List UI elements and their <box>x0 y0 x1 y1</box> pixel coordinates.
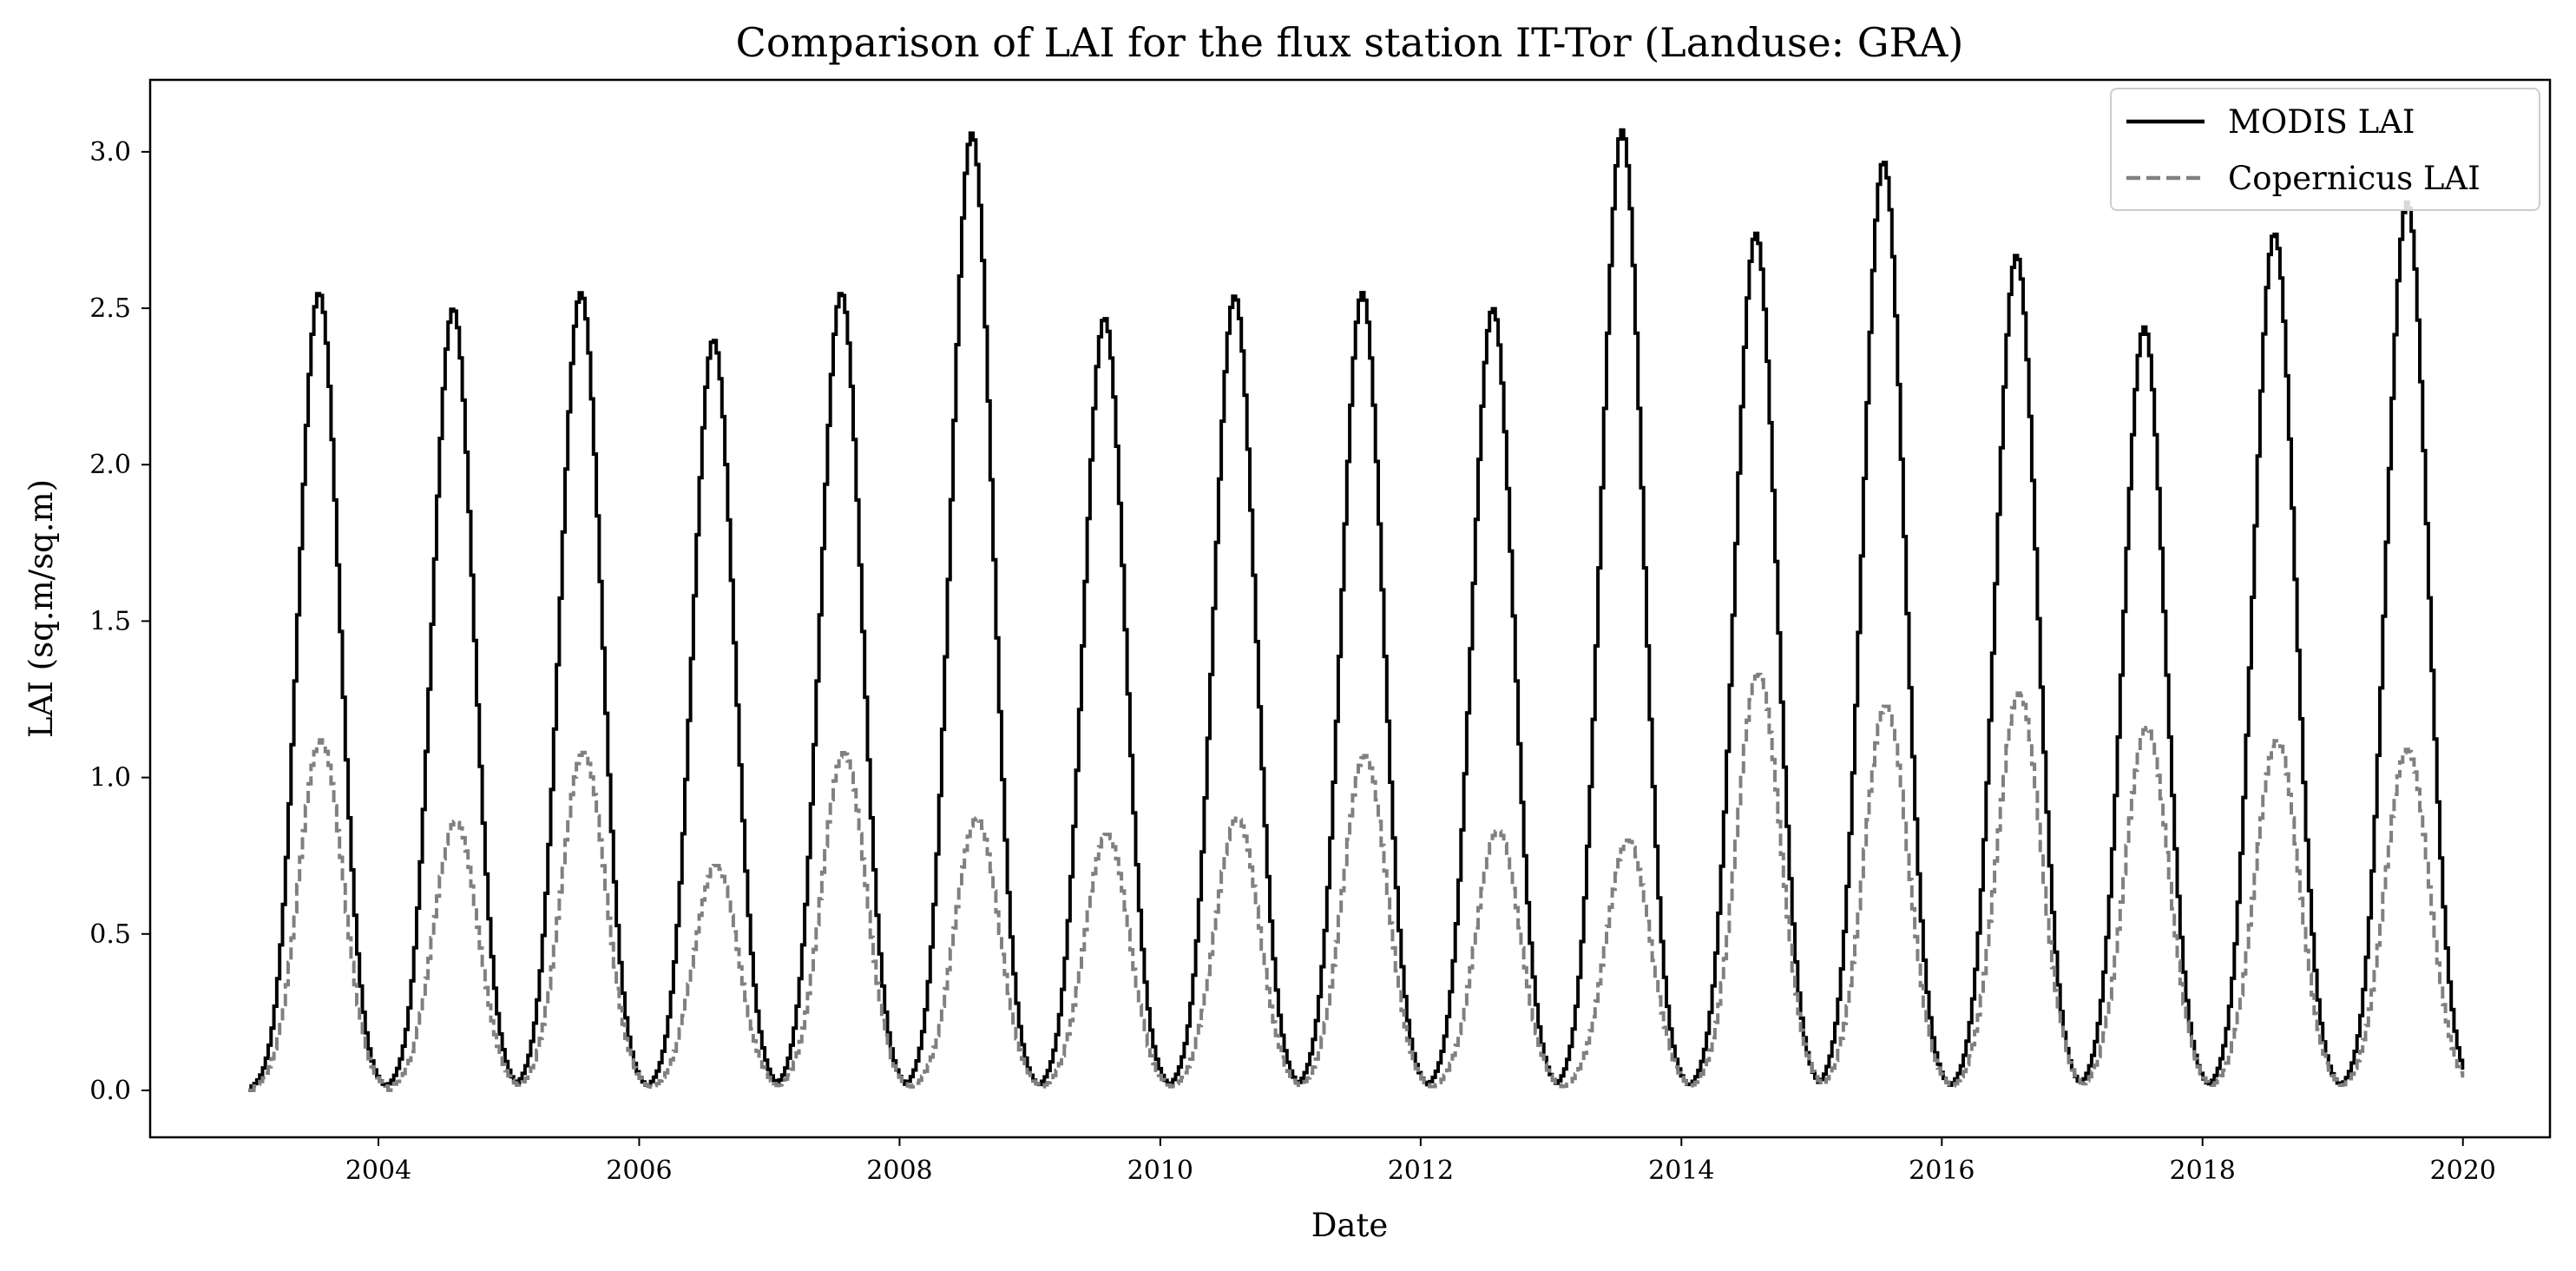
plot-area-frame <box>148 78 2552 1139</box>
y-tick-label: 2.5 <box>89 293 131 324</box>
chart-title: Comparison of LAI for the flux station I… <box>736 19 1964 66</box>
y-tick-label: 1.0 <box>89 763 131 794</box>
x-ticks: 2004 2006 2008 2010 2012 2014 2016 2018 2020 <box>345 1137 2496 1186</box>
y-tick-label: 0.5 <box>89 919 131 950</box>
y-tick-label: 0.0 <box>89 1076 131 1106</box>
x-tick-label: 2020 <box>2430 1156 2496 1186</box>
x-tick-label: 2010 <box>1127 1156 1193 1186</box>
legend-box <box>2110 88 2540 211</box>
x-axis-label: Date <box>1311 1207 1389 1244</box>
legend-label-copernicus: Copernicus LAI <box>2228 160 2481 197</box>
y-ticks: 0.0 0.5 1.0 1.5 2.0 2.5 3.0 <box>89 137 150 1106</box>
series-line-copernicus <box>248 672 2465 1092</box>
x-tick-label: 2008 <box>866 1156 932 1186</box>
x-tick-label: 2006 <box>606 1156 672 1186</box>
legend: MODIS LAI Copernicus LAI <box>2110 88 2540 211</box>
x-tick-label: 2012 <box>1388 1156 1454 1186</box>
y-tick-label: 1.5 <box>89 606 131 636</box>
y-tick-label: 2.0 <box>89 450 131 480</box>
x-tick-label: 2016 <box>1909 1156 1975 1186</box>
x-tick-label: 2014 <box>1648 1156 1714 1186</box>
y-axis-label: LAI (sq.m/sq.m) <box>23 479 60 738</box>
x-tick-label: 2004 <box>345 1156 411 1186</box>
legend-label-modis: MODIS LAI <box>2228 103 2415 141</box>
series-layer <box>248 128 2465 1092</box>
series-line-modis <box>248 128 2465 1092</box>
x-tick-label: 2018 <box>2170 1156 2236 1186</box>
y-tick-label: 3.0 <box>89 137 131 168</box>
